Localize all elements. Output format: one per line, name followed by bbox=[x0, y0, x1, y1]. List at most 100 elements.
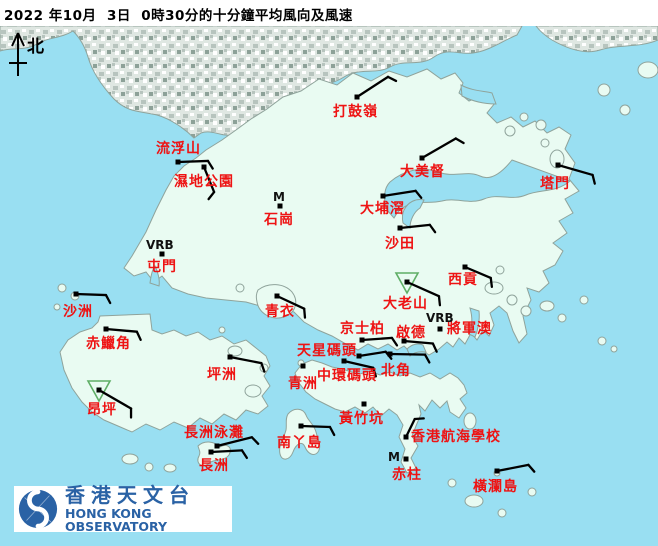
wind-barb-feather bbox=[207, 190, 216, 201]
wind-barb-shaft bbox=[388, 352, 427, 356]
title-bar: 2022 年10月 3日 0時30分的十分鐘平均風向及風速 bbox=[0, 0, 658, 26]
wind-barb-shaft bbox=[209, 449, 244, 454]
wind-barb-feather bbox=[413, 417, 425, 421]
wind-barb-feather bbox=[428, 223, 437, 234]
station-wong-chuk-hang: 黃竹坑 bbox=[338, 401, 384, 427]
station-label: 長洲 bbox=[199, 458, 229, 474]
station-dot bbox=[361, 401, 367, 407]
station-central-pier: 中環碼頭 bbox=[317, 358, 378, 384]
station-north-point: 北角 bbox=[381, 351, 431, 379]
wind-barb-shaft bbox=[495, 463, 530, 473]
station-label: 京士柏 bbox=[340, 320, 385, 337]
station-label: 石崗 bbox=[263, 211, 294, 228]
station-label: 青衣 bbox=[265, 303, 295, 320]
wind-barb-feather bbox=[328, 425, 336, 437]
station-note: M bbox=[388, 450, 400, 464]
station-dot bbox=[437, 326, 443, 332]
triangle-marker bbox=[394, 272, 420, 295]
wind-barb-feather bbox=[431, 342, 438, 353]
station-dot bbox=[103, 326, 109, 332]
station-sai-kung: 西貢 bbox=[448, 264, 494, 289]
wind-barb-feather bbox=[390, 336, 399, 347]
wind-barb-feather bbox=[206, 159, 214, 170]
station-tap-mun: 塔門 bbox=[540, 162, 596, 192]
station-label: 橫瀾島 bbox=[473, 478, 518, 495]
station-dot bbox=[298, 423, 304, 429]
hko-name-chinese: 香港天文台 bbox=[65, 483, 195, 507]
wind-barb-shaft bbox=[398, 223, 431, 230]
wind-barb-feather bbox=[135, 330, 142, 342]
wind-barb-shaft bbox=[74, 292, 108, 297]
station-label: 黃竹坑 bbox=[338, 410, 384, 427]
station-dot bbox=[380, 193, 386, 199]
wind-barb-feather bbox=[372, 366, 378, 378]
wind-barb-feather bbox=[591, 173, 596, 185]
station-sha-tin: 沙田 bbox=[385, 223, 437, 252]
land-lantau-island bbox=[59, 313, 271, 433]
station-dot bbox=[354, 94, 360, 100]
wind-barb-feather bbox=[240, 449, 249, 460]
station-label: 南丫島 bbox=[277, 434, 322, 451]
station-note: VRB bbox=[426, 311, 454, 325]
wind-barb-shaft bbox=[215, 436, 254, 448]
station-dot bbox=[555, 162, 561, 168]
wind-barb-feather bbox=[489, 276, 494, 289]
wind-barb-feather bbox=[423, 353, 431, 364]
wind-barb-feather bbox=[250, 436, 260, 445]
station-lamma-island: 南丫島 bbox=[277, 423, 336, 451]
wind-barb-shaft bbox=[381, 189, 417, 198]
station-label: 流浮山 bbox=[156, 140, 201, 157]
station-dot bbox=[73, 291, 79, 297]
wind-barb-feather bbox=[437, 295, 442, 307]
wind-barb-shaft bbox=[402, 339, 435, 345]
station-dot bbox=[159, 251, 165, 257]
station-label: 將軍澳 bbox=[447, 320, 492, 337]
station-label: 天星碼頭 bbox=[297, 343, 357, 359]
station-dot bbox=[403, 434, 409, 440]
station-kings-park: 京士柏 bbox=[340, 320, 399, 347]
station-label: 大老山 bbox=[383, 295, 428, 312]
station-dot bbox=[274, 293, 280, 299]
station-dot bbox=[494, 468, 500, 474]
station-dot bbox=[96, 387, 102, 393]
station-dot bbox=[401, 338, 407, 344]
station-dot bbox=[419, 155, 425, 161]
wind-barb-shaft bbox=[355, 75, 390, 99]
station-label: 昂坪 bbox=[87, 402, 117, 418]
wind-barb-shaft bbox=[97, 388, 133, 410]
station-dot bbox=[175, 159, 181, 165]
station-label: 沙洲 bbox=[63, 304, 93, 320]
station-tsing-yi: 青衣 bbox=[265, 293, 307, 320]
station-label: 赤鱲角 bbox=[86, 335, 131, 352]
station-stanley: 赤柱 M bbox=[388, 450, 421, 483]
wind-barb-shaft bbox=[299, 424, 332, 429]
wind-barb-shaft bbox=[176, 159, 210, 164]
land-lamma-island bbox=[279, 408, 321, 460]
station-tai-mei-tuk: 大美督 bbox=[400, 137, 465, 180]
station-note: M bbox=[273, 190, 285, 204]
wind-barb-shaft bbox=[463, 265, 492, 280]
station-label: 打鼓嶺 bbox=[333, 103, 378, 120]
station-ngong-ping: 昂坪 bbox=[86, 380, 133, 419]
land-yantian-urban bbox=[534, 25, 658, 53]
station-label: 西貢 bbox=[448, 272, 478, 288]
wind-barb-shaft bbox=[420, 137, 457, 160]
station-label: 香港航海學校 bbox=[410, 428, 501, 445]
station-label: 屯門 bbox=[147, 258, 177, 275]
stations-layer: 打鼓嶺流浮山濕地公園石崗M大美督大埔滘塔門沙田西貢屯門VRB大老山青衣沙洲赤鱲角… bbox=[63, 75, 596, 495]
land-hong-kong-island bbox=[294, 359, 468, 474]
land-new-territories bbox=[123, 68, 580, 356]
wind-barb-feather bbox=[527, 463, 536, 473]
station-dot bbox=[403, 456, 409, 462]
north-arrow: 北 bbox=[9, 32, 44, 76]
wind-barb-shaft bbox=[202, 165, 216, 194]
station-label: 中環碼頭 bbox=[317, 367, 377, 384]
station-shek-kong: 石崗 M bbox=[263, 190, 294, 228]
station-dot bbox=[397, 225, 403, 231]
station-kai-tak: 啟德 bbox=[396, 324, 438, 353]
station-hk-sea-school: 香港航海學校 bbox=[403, 417, 501, 445]
station-dot bbox=[462, 264, 468, 270]
